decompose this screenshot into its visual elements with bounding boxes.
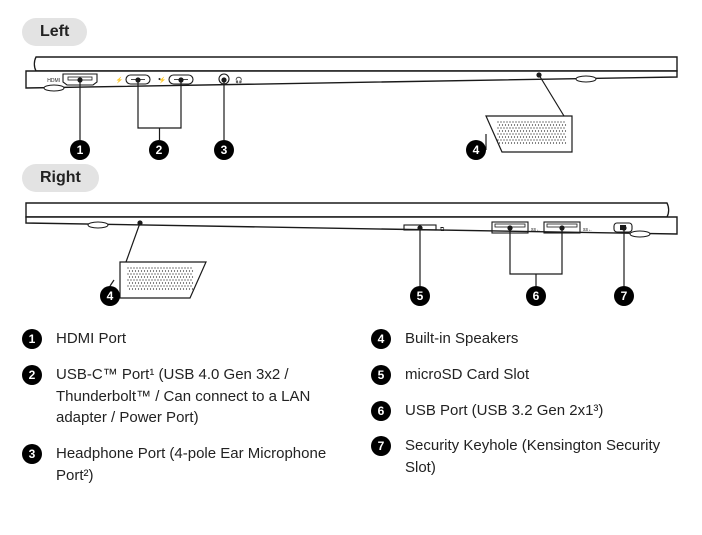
- svg-text:4: 4: [473, 143, 480, 157]
- legend: 1 HDMI Port 2 USB-C™ Port¹ (USB 4.0 Gen …: [22, 328, 680, 501]
- diagram-left: HDMI ⚡ ⚡ 🎧 1 2 3 4: [24, 54, 679, 164]
- legend-text-3: Headphone Port (4-pole Ear Microphone Po…: [56, 443, 331, 487]
- legend-text-6: USB Port (USB 3.2 Gen 2x1³): [405, 400, 603, 422]
- legend-text-1: HDMI Port: [56, 328, 126, 350]
- diagram-right: ⧉ ss← ss← 4 5 6 7: [24, 200, 679, 310]
- svg-text:6: 6: [533, 289, 540, 303]
- svg-text:1: 1: [77, 143, 84, 157]
- legend-row-3: 3 Headphone Port (4-pole Ear Microphone …: [22, 443, 331, 487]
- svg-text:ss←: ss←: [531, 227, 541, 233]
- legend-text-5: microSD Card Slot: [405, 364, 529, 386]
- svg-text:⚡: ⚡: [116, 76, 123, 84]
- section-label-right: Right: [22, 164, 99, 192]
- svg-text:ss←: ss←: [583, 227, 593, 233]
- badge-2: 2: [22, 365, 42, 385]
- legend-col-right: 4 Built-in Speakers 5 microSD Card Slot …: [371, 328, 680, 501]
- section-label-left: Left: [22, 18, 87, 46]
- legend-row-2: 2 USB-C™ Port¹ (USB 4.0 Gen 3x2 / Thunde…: [22, 364, 331, 429]
- badge-7: 7: [371, 436, 391, 456]
- badge-5: 5: [371, 365, 391, 385]
- badge-4: 4: [371, 329, 391, 349]
- svg-text:🎧: 🎧: [235, 76, 242, 84]
- svg-text:⚡: ⚡: [159, 76, 166, 84]
- badge-6: 6: [371, 401, 391, 421]
- legend-text-2: USB-C™ Port¹ (USB 4.0 Gen 3x2 / Thunderb…: [56, 364, 331, 429]
- svg-text:4: 4: [107, 289, 114, 303]
- legend-row-7: 7 Security Keyhole (Kensington Security …: [371, 435, 680, 479]
- svg-text:HDMI: HDMI: [47, 78, 60, 84]
- legend-row-1: 1 HDMI Port: [22, 328, 331, 350]
- svg-text:2: 2: [156, 143, 163, 157]
- legend-col-left: 1 HDMI Port 2 USB-C™ Port¹ (USB 4.0 Gen …: [22, 328, 331, 501]
- legend-row-6: 6 USB Port (USB 3.2 Gen 2x1³): [371, 400, 680, 422]
- legend-text-7: Security Keyhole (Kensington Security Sl…: [405, 435, 680, 479]
- badge-3: 3: [22, 444, 42, 464]
- legend-row-4: 4 Built-in Speakers: [371, 328, 680, 350]
- svg-text:⧉: ⧉: [440, 227, 445, 233]
- svg-text:3: 3: [221, 143, 228, 157]
- badge-1: 1: [22, 329, 42, 349]
- legend-row-5: 5 microSD Card Slot: [371, 364, 680, 386]
- svg-text:7: 7: [621, 289, 628, 303]
- svg-text:5: 5: [417, 289, 424, 303]
- legend-text-4: Built-in Speakers: [405, 328, 518, 350]
